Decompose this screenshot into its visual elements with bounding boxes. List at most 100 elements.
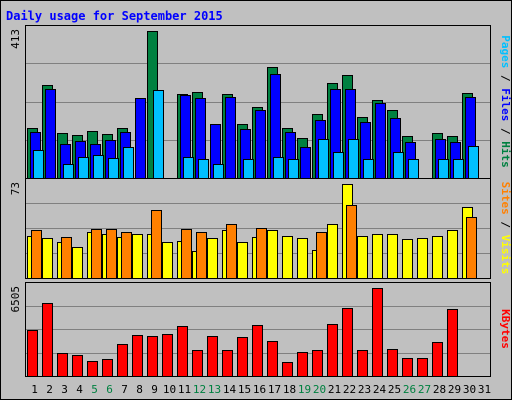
y-max-label: 73 [9, 182, 22, 195]
bar-kbytes-day-26 [402, 358, 413, 377]
bar-kbytes-day-12 [192, 350, 203, 377]
bar-files-day-24 [375, 103, 386, 179]
x-tick-label: 11 [178, 383, 191, 396]
x-tick-label: 23 [358, 383, 371, 396]
bar-visits-day-2 [42, 238, 53, 279]
bar-pages-day-23 [363, 159, 374, 179]
x-tick-label: 19 [298, 383, 311, 396]
bar-visits-day-4 [72, 247, 83, 279]
x-tick-label: 12 [193, 383, 206, 396]
bar-visits-day-24 [372, 234, 383, 279]
bar-pages-day-30 [468, 146, 479, 179]
panel-hits-files-pages: 413 Pages / Files / Hits [9, 25, 512, 179]
bar-pages-day-21 [333, 152, 344, 179]
x-tick-label: 27 [418, 383, 431, 396]
x-tick-label: 17 [268, 383, 281, 396]
bar-visits-day-10 [162, 242, 173, 279]
bar-sites-day-9 [151, 210, 162, 279]
bar-kbytes-day-11 [177, 326, 188, 377]
legend-part: Sites [499, 182, 512, 215]
x-tick-label: 5 [91, 383, 98, 396]
bar-kbytes-day-2 [42, 303, 53, 377]
bar-files-day-14 [225, 97, 236, 179]
panel-visits-sites: 73 Sites / Visits [9, 178, 512, 279]
bar-kbytes-day-13 [207, 336, 218, 377]
bar-visits-day-13 [207, 238, 218, 279]
legend-hits-files-pages: Pages / Files / Hits [499, 35, 512, 168]
x-tick-label: 2 [46, 383, 53, 396]
legend-part: Files [499, 88, 512, 121]
bar-kbytes-day-25 [387, 349, 398, 377]
x-axis-labels: 1 2 3 4 5 6 7 8 9 10 11 12 13 14 15 16 17 18 19 20 21 22 23 24 2… [31, 383, 491, 396]
bar-kbytes-day-18 [282, 362, 293, 377]
bar-kbytes-day-24 [372, 288, 383, 377]
bar-visits-day-23 [357, 236, 368, 279]
bar-visits-day-26 [402, 239, 413, 279]
x-tick-label: 10 [163, 383, 176, 396]
bar-kbytes-day-17 [267, 341, 278, 377]
legend-part: Hits [499, 141, 512, 168]
bar-visits-day-19 [297, 238, 308, 279]
bar-sites-day-1 [31, 230, 42, 279]
x-tick-label: 14 [223, 383, 237, 396]
x-tick-label: 16 [253, 383, 266, 396]
bar-pages-day-15 [243, 159, 254, 179]
bar-visits-day-17 [267, 230, 278, 279]
bar-pages-day-6 [108, 158, 119, 179]
bar-sites-day-22 [346, 205, 357, 279]
x-tick-label: 26 [403, 383, 416, 396]
bar-pages-day-28 [438, 159, 449, 179]
bar-kbytes-day-22 [342, 308, 353, 377]
bar-kbytes-day-3 [57, 353, 68, 377]
x-tick-label: 25 [388, 383, 401, 396]
bar-kbytes-day-8 [132, 335, 143, 377]
bar-kbytes-day-21 [327, 324, 338, 377]
legend-part: KBytes [499, 309, 512, 349]
bar-kbytes-day-27 [417, 358, 428, 377]
bar-files-day-16 [255, 110, 266, 179]
bar-sites-day-3 [61, 237, 72, 279]
legend-part: Visits [499, 235, 512, 275]
bar-sites-day-30 [466, 217, 477, 279]
x-tick-label: 7 [121, 383, 128, 396]
bar-pages-day-11 [183, 157, 194, 179]
bar-visits-day-25 [387, 234, 398, 279]
bar-sites-day-5 [91, 229, 102, 279]
x-tick-label: 21 [328, 383, 341, 396]
bar-files-day-2 [45, 89, 56, 179]
bar-kbytes-day-19 [297, 352, 308, 377]
x-tick-label: 9 [151, 383, 158, 396]
bar-pages-day-1 [33, 150, 44, 179]
bar-sites-day-14 [226, 224, 237, 279]
bar-kbytes-day-23 [357, 350, 368, 377]
x-tick-label: 18 [283, 383, 296, 396]
bar-pages-day-12 [198, 159, 209, 179]
legend-part: Pages [499, 35, 512, 68]
x-tick-label: 13 [208, 383, 221, 396]
bar-visits-day-29 [447, 230, 458, 279]
y-max-label: 413 [9, 29, 22, 49]
y-max-label: 6505 [9, 286, 22, 313]
x-tick-label: 31 [478, 383, 491, 396]
bar-sites-day-20 [316, 232, 327, 279]
bar-pages-day-18 [288, 159, 299, 179]
bar-kbytes-day-20 [312, 350, 323, 377]
chart-title: Daily usage for September 2015 [6, 9, 223, 23]
bar-kbytes-day-7 [117, 344, 128, 377]
bar-pages-day-4 [78, 157, 89, 179]
x-tick-label: 20 [313, 383, 326, 396]
bar-sites-day-11 [181, 229, 192, 279]
panel-kbytes: 6505 KBytes [9, 282, 512, 377]
bar-kbytes-day-28 [432, 342, 443, 377]
bar-pages-day-22 [348, 139, 359, 179]
bar-kbytes-day-16 [252, 325, 263, 377]
bar-pages-day-17 [273, 157, 284, 179]
bar-pages-day-25 [393, 152, 404, 179]
bar-kbytes-day-1 [27, 330, 38, 377]
bar-sites-day-6 [106, 229, 117, 279]
legend-part: / [499, 121, 512, 141]
x-tick-label: 3 [61, 383, 68, 396]
bar-pages-day-9 [153, 90, 164, 179]
x-tick-label: 1 [31, 383, 38, 396]
